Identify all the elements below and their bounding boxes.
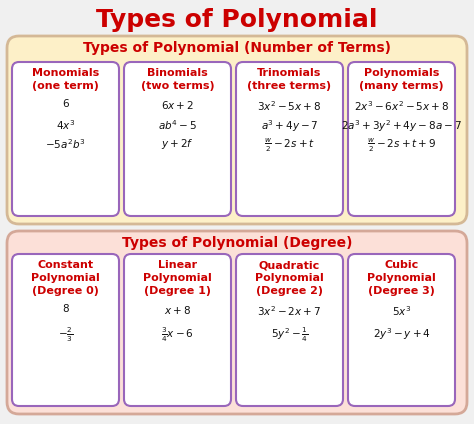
FancyBboxPatch shape xyxy=(236,62,343,216)
FancyBboxPatch shape xyxy=(7,231,467,414)
Text: Types of Polynomial: Types of Polynomial xyxy=(96,8,378,32)
Text: $x+8$: $x+8$ xyxy=(164,304,191,316)
Text: $\frac{3}{4}x-6$: $\frac{3}{4}x-6$ xyxy=(161,326,194,344)
Text: Polynomials: Polynomials xyxy=(364,68,439,78)
Text: $-\frac{2}{3}$: $-\frac{2}{3}$ xyxy=(58,326,73,344)
Text: $6x+2$: $6x+2$ xyxy=(161,99,194,111)
FancyBboxPatch shape xyxy=(124,62,231,216)
FancyBboxPatch shape xyxy=(348,62,455,216)
Text: 8: 8 xyxy=(62,304,69,314)
Text: $a^3+4y-7$: $a^3+4y-7$ xyxy=(261,118,319,134)
Text: $-5a^2b^3$: $-5a^2b^3$ xyxy=(45,137,86,151)
Text: Polynomial: Polynomial xyxy=(143,273,212,283)
Text: $2a^3+3y^2+4y-8a-7$: $2a^3+3y^2+4y-8a-7$ xyxy=(341,118,462,134)
Text: $\frac{w}{2}-2s+t+9$: $\frac{w}{2}-2s+t+9$ xyxy=(367,137,436,154)
FancyBboxPatch shape xyxy=(7,36,467,224)
Text: $5y^2-\frac{1}{4}$: $5y^2-\frac{1}{4}$ xyxy=(271,326,308,344)
Text: Constant: Constant xyxy=(37,260,93,270)
Text: $y+2f$: $y+2f$ xyxy=(161,137,194,151)
Text: $ab^4-5$: $ab^4-5$ xyxy=(158,118,197,132)
Text: (two terms): (two terms) xyxy=(141,81,214,91)
Text: $4x^3$: $4x^3$ xyxy=(56,118,75,132)
Text: (Degree 2): (Degree 2) xyxy=(256,286,323,296)
Text: $3x^2-5x+8$: $3x^2-5x+8$ xyxy=(257,99,322,113)
Text: 6: 6 xyxy=(62,99,69,109)
Text: Polynomial: Polynomial xyxy=(31,273,100,283)
Text: Cubic: Cubic xyxy=(384,260,419,270)
Text: (Degree 3): (Degree 3) xyxy=(368,286,435,296)
Text: Polynomial: Polynomial xyxy=(255,273,324,283)
Text: $3x^2-2x+7$: $3x^2-2x+7$ xyxy=(257,304,321,318)
Text: $\frac{w}{2}-2s+t$: $\frac{w}{2}-2s+t$ xyxy=(264,137,315,154)
Text: Types of Polynomial (Number of Terms): Types of Polynomial (Number of Terms) xyxy=(83,41,391,55)
Text: (one term): (one term) xyxy=(32,81,99,91)
FancyBboxPatch shape xyxy=(12,254,119,406)
FancyBboxPatch shape xyxy=(124,254,231,406)
FancyBboxPatch shape xyxy=(348,254,455,406)
Text: $2y^3-y+4$: $2y^3-y+4$ xyxy=(373,326,430,342)
Text: Linear: Linear xyxy=(158,260,197,270)
Text: (three terms): (three terms) xyxy=(247,81,331,91)
Text: (Degree 0): (Degree 0) xyxy=(32,286,99,296)
Text: Types of Polynomial (Degree): Types of Polynomial (Degree) xyxy=(122,236,352,250)
Text: Monomials: Monomials xyxy=(32,68,99,78)
FancyBboxPatch shape xyxy=(12,62,119,216)
FancyBboxPatch shape xyxy=(236,254,343,406)
Text: (many terms): (many terms) xyxy=(359,81,444,91)
Text: Binomials: Binomials xyxy=(147,68,208,78)
Text: $2x^3-6x^2-5x+8$: $2x^3-6x^2-5x+8$ xyxy=(354,99,449,113)
Text: Quadratic: Quadratic xyxy=(259,260,320,270)
Text: $5x^3$: $5x^3$ xyxy=(392,304,411,318)
Text: Polynomial: Polynomial xyxy=(367,273,436,283)
Text: (Degree 1): (Degree 1) xyxy=(144,286,211,296)
Text: Trinomials: Trinomials xyxy=(257,68,322,78)
